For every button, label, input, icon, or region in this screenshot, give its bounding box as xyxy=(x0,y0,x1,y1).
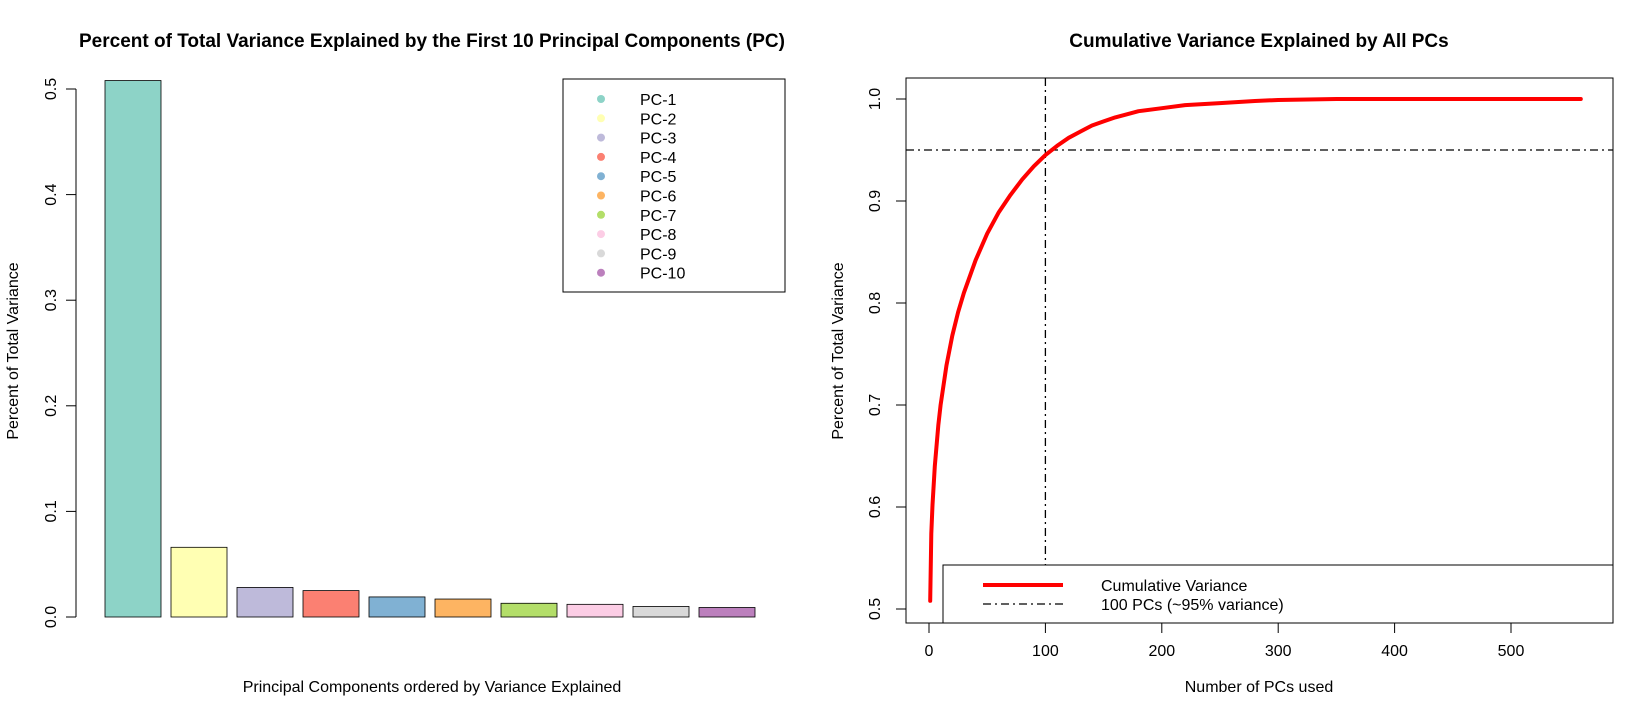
bar-chart-y-axis-label: Percent of Total Variance xyxy=(5,262,22,439)
bar-pc-5 xyxy=(368,596,426,618)
cumulative-y-tick-label: 0.9 xyxy=(867,190,884,212)
bar-chart-y-tick-label: 0.5 xyxy=(43,78,60,100)
bar-pc-2 xyxy=(170,546,228,618)
bar-pc-3 xyxy=(236,587,294,618)
legend-swatch-pc-4 xyxy=(597,152,605,161)
bar-chart-y-tick-label: 0.3 xyxy=(43,289,60,311)
legend-label-pc-1: PC-1 xyxy=(640,92,677,109)
legend-label-reference-line: 100 PCs (~95% variance) xyxy=(1101,597,1284,614)
legend-swatch-pc-6 xyxy=(597,191,605,200)
cumulative-chart-legend-box xyxy=(942,564,1614,624)
legend-label-cumulative-variance: Cumulative Variance xyxy=(1101,578,1248,595)
cumulative-chart-legend-entries: Cumulative Variance 100 PCs (~95% varianc… xyxy=(983,578,1284,614)
cumulative-y-tick-label: 0.5 xyxy=(867,598,884,620)
legend-swatch-pc-5 xyxy=(597,172,605,181)
legend-label-pc-4: PC-4 xyxy=(640,150,677,167)
cumulative-x-tick-label: 400 xyxy=(1381,643,1408,660)
legend-label-pc-8: PC-8 xyxy=(640,227,677,244)
bar-chart-legend-entries: PC-1 PC-2 PC-3 PC-4 PC-5 PC-6 PC-7 PC-8 PC-9 PC-1… xyxy=(597,92,685,283)
cumulative-x-tick-label: 500 xyxy=(1498,643,1525,660)
bar-chart-x-axis-label: Principal Components ordered by Variance… xyxy=(243,679,622,696)
legend-label-pc-3: PC-3 xyxy=(640,131,677,148)
legend-swatch-pc-10 xyxy=(597,268,605,277)
cumulative-x-tick-label: 0 xyxy=(925,643,934,660)
cumulative-chart-reference-lines xyxy=(906,78,1613,565)
bar-chart-bars xyxy=(104,80,756,618)
legend-swatch-pc-1 xyxy=(597,95,605,103)
cumulative-x-tick-label: 200 xyxy=(1148,643,1175,660)
cumulative-y-tick-label: 0.7 xyxy=(867,394,884,416)
bar-chart-y-ticks: 0.0 0.1 0.2 0.3 0.4 0.5 xyxy=(43,78,76,628)
legend-swatch-pc-9 xyxy=(597,249,605,258)
legend-label-pc-9: PC-9 xyxy=(640,246,677,263)
legend-swatch-pc-8 xyxy=(597,230,605,239)
cumulative-variance-line xyxy=(928,97,1583,603)
bar-chart-y-tick-label: 0.1 xyxy=(43,500,60,522)
legend-label-pc-7: PC-7 xyxy=(640,208,677,225)
cumulative-chart-y-axis-label: Percent of Total Variance xyxy=(830,262,847,439)
bar-pc-7 xyxy=(500,602,558,618)
cumulative-x-tick-label: 100 xyxy=(1032,643,1059,660)
legend-label-pc-2: PC-2 xyxy=(640,111,677,128)
bar-chart-y-tick-label: 0.2 xyxy=(43,395,60,417)
bar-pc-4 xyxy=(302,590,360,618)
bar-pc-6 xyxy=(434,598,492,618)
bar-chart-panel: Percent of Total Variance Explained by t… xyxy=(5,31,786,696)
bar-chart-legend: PC-1 PC-2 PC-3 PC-4 PC-5 PC-6 PC-7 PC-8 PC-9 PC-1… xyxy=(562,78,786,293)
cumulative-chart-plot-box xyxy=(905,77,1614,624)
legend-label-pc-5: PC-5 xyxy=(640,169,677,186)
legend-label-pc-6: PC-6 xyxy=(640,189,677,206)
cumulative-chart-y-ticks: 0.5 0.6 0.7 0.8 0.9 1.0 xyxy=(867,88,906,620)
bar-chart-y-tick-label: 0.0 xyxy=(43,606,60,628)
cumulative-y-tick-label: 1.0 xyxy=(867,88,884,110)
legend-label-pc-10: PC-10 xyxy=(640,266,685,283)
cumulative-chart-legend: Cumulative Variance 100 PCs (~95% varianc… xyxy=(942,564,1614,624)
bar-pc-9 xyxy=(632,606,690,618)
cumulative-chart-x-axis-label: Number of PCs used xyxy=(1185,679,1334,696)
bar-pc-10 xyxy=(698,607,756,618)
cumulative-chart-panel: Cumulative Variance Explained by All PCs… xyxy=(830,31,1614,696)
cumulative-chart-title: Cumulative Variance Explained by All PCs xyxy=(1069,31,1448,52)
cumulative-y-tick-label: 0.8 xyxy=(867,292,884,314)
cumulative-chart-series xyxy=(928,97,1583,603)
legend-swatch-pc-7 xyxy=(597,210,605,219)
cumulative-x-tick-label: 300 xyxy=(1265,643,1292,660)
bar-pc-8 xyxy=(566,603,624,618)
legend-swatch-pc-3 xyxy=(597,133,605,142)
legend-swatch-pc-2 xyxy=(597,114,605,123)
cumulative-y-tick-label: 0.6 xyxy=(867,496,884,518)
bar-chart-title: Percent of Total Variance Explained by t… xyxy=(79,31,785,52)
bar-pc-1 xyxy=(104,80,162,618)
cumulative-chart-x-ticks: 0 100 200 300 400 500 xyxy=(925,623,1525,660)
bar-chart-y-tick-label: 0.4 xyxy=(43,183,60,205)
